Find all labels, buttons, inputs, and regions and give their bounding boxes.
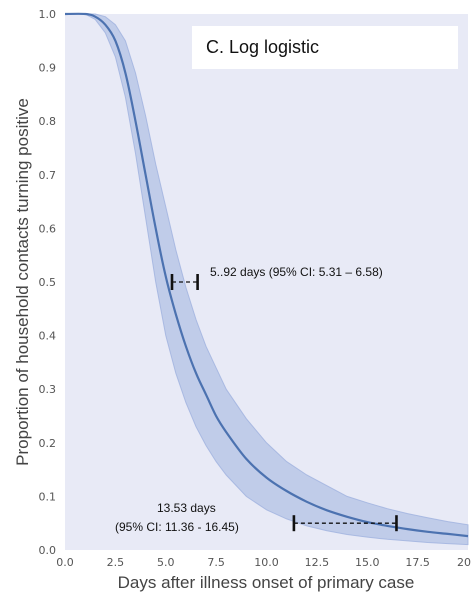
y-tick-label: 0.1 — [39, 490, 57, 503]
x-tick-label: 0.0 — [56, 556, 74, 569]
x-tick-label: 2.5 — [107, 556, 125, 569]
y-axis-label: Proportion of household contacts turning… — [13, 98, 32, 466]
median-annotation-label: 5..92 days (95% CI: 5.31 – 6.58) — [210, 265, 383, 279]
y-tick-label: 0.9 — [39, 62, 57, 75]
x-tick-label: 10.0 — [254, 556, 279, 569]
y-tick-label: 0.4 — [39, 330, 57, 343]
y-tick-label: 0.6 — [39, 222, 57, 235]
x-tick-label: 5.0 — [157, 556, 175, 569]
x-axis-label: Days after illness onset of primary case — [118, 573, 415, 592]
y-axis-ticks: 0.0 0.1 0.2 0.3 0.4 0.5 0.6 0.7 0.8 0.9 1.0 — [39, 8, 57, 557]
x-tick-label: 20 — [457, 556, 471, 569]
y-tick-label: 0.8 — [39, 115, 57, 128]
series-line-layer — [64, 12, 469, 538]
x-tick-label: 17.5 — [405, 556, 430, 569]
y-tick-label: 1.0 — [39, 8, 57, 21]
x-tick-label: 7.5 — [207, 556, 225, 569]
y-tick-label: 0.7 — [39, 169, 57, 182]
annotation-marks — [170, 274, 398, 532]
confidence-band — [65, 13, 469, 546]
x-tick-label: 15.0 — [355, 556, 380, 569]
p95-annotation-line-1: 13.53 days — [157, 501, 216, 515]
y-tick-label: 0.2 — [39, 437, 57, 450]
chart-title: C. Log logistic — [206, 37, 319, 57]
x-axis-ticks: 0.0 2.5 5.0 7.5 10.0 12.5 15.0 17.5 20 — [56, 556, 471, 569]
y-tick-label: 0.5 — [39, 276, 57, 289]
y-tick-label: 0.3 — [39, 383, 57, 396]
confidence-band-layer — [65, 13, 469, 546]
title-background — [192, 26, 458, 69]
series-line — [64, 12, 469, 538]
y-tick-label: 0.0 — [39, 544, 57, 557]
x-tick-label: 12.5 — [305, 556, 330, 569]
annotation-text: 5..92 days (95% CI: 5.31 – 6.58) 13.53 d… — [115, 265, 383, 534]
p95-annotation-line-2: (95% CI: 11.36 - 16.45) — [115, 520, 239, 534]
title-box: C. Log logistic — [192, 26, 458, 69]
